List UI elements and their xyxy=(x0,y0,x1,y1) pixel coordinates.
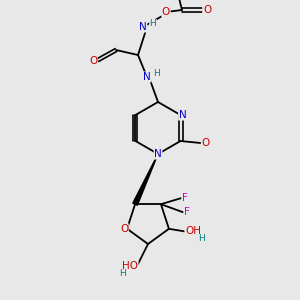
Text: O: O xyxy=(89,56,97,66)
Text: O: O xyxy=(162,7,170,17)
Text: H: H xyxy=(199,234,205,243)
Text: N: N xyxy=(178,110,186,120)
Text: F: F xyxy=(184,207,190,217)
Text: N: N xyxy=(143,72,151,82)
Text: O: O xyxy=(201,138,210,148)
Text: N: N xyxy=(154,149,162,159)
Text: N: N xyxy=(139,22,147,32)
Text: F: F xyxy=(182,193,188,203)
Text: H: H xyxy=(153,70,159,79)
Text: O: O xyxy=(120,224,128,234)
Polygon shape xyxy=(133,154,158,205)
Text: H: H xyxy=(118,269,125,278)
Text: OH: OH xyxy=(185,226,201,236)
Text: O: O xyxy=(203,5,211,15)
Text: HO: HO xyxy=(122,261,138,271)
Text: H: H xyxy=(150,20,156,28)
